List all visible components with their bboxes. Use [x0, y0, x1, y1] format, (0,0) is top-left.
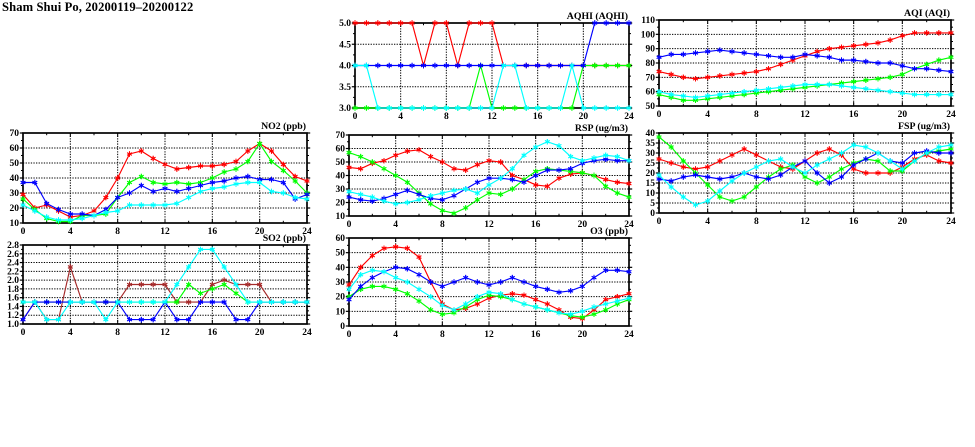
- svg-text:2.8: 2.8: [7, 241, 19, 251]
- svg-text:3.5: 3.5: [339, 83, 351, 93]
- svg-text:50: 50: [646, 102, 656, 112]
- svg-text:1.4: 1.4: [7, 302, 19, 312]
- svg-text:25: 25: [646, 159, 656, 169]
- svg-text:20: 20: [336, 199, 346, 209]
- svg-text:4.0: 4.0: [339, 62, 351, 72]
- svg-text:30: 30: [336, 278, 346, 288]
- svg-text:10: 10: [336, 307, 346, 317]
- svg-text:24: 24: [302, 328, 312, 338]
- svg-text:10: 10: [10, 219, 20, 229]
- svg-text:20: 20: [578, 330, 588, 340]
- svg-text:50: 50: [336, 158, 346, 168]
- svg-text:8: 8: [440, 330, 445, 340]
- svg-text:8: 8: [444, 112, 449, 122]
- svg-text:1.6: 1.6: [7, 294, 19, 304]
- svg-text:5.0: 5.0: [339, 19, 351, 29]
- svg-text:NO2 (ppb): NO2 (ppb): [261, 121, 306, 132]
- svg-text:10: 10: [336, 212, 346, 222]
- svg-text:SO2 (ppb): SO2 (ppb): [263, 233, 306, 244]
- svg-text:30: 30: [336, 185, 346, 195]
- svg-text:16: 16: [849, 217, 859, 227]
- svg-text:12: 12: [800, 110, 810, 120]
- svg-text:24: 24: [946, 110, 956, 120]
- svg-text:5: 5: [650, 199, 655, 209]
- svg-text:10: 10: [646, 189, 656, 199]
- svg-text:40: 40: [336, 172, 346, 182]
- svg-text:1.8: 1.8: [7, 285, 19, 295]
- svg-text:0: 0: [353, 112, 358, 122]
- svg-text:35: 35: [646, 139, 656, 149]
- svg-text:24: 24: [624, 330, 634, 340]
- svg-text:16: 16: [208, 328, 218, 338]
- svg-text:50: 50: [336, 249, 346, 259]
- svg-text:1.0: 1.0: [7, 320, 19, 330]
- svg-text:20: 20: [336, 293, 346, 303]
- svg-text:FSP (ug/m3): FSP (ug/m3): [898, 121, 950, 132]
- svg-text:RSP (ug/m3): RSP (ug/m3): [575, 123, 628, 134]
- svg-text:4: 4: [68, 328, 73, 338]
- svg-text:AQI (AQI): AQI (AQI): [904, 8, 950, 19]
- svg-text:2.2: 2.2: [7, 267, 19, 277]
- svg-text:80: 80: [646, 59, 656, 69]
- svg-text:2.0: 2.0: [7, 276, 19, 286]
- svg-text:16: 16: [849, 110, 859, 120]
- svg-text:110: 110: [641, 16, 655, 26]
- svg-text:0: 0: [657, 110, 662, 120]
- svg-text:40: 40: [10, 174, 20, 184]
- svg-text:70: 70: [646, 73, 656, 83]
- svg-text:3.0: 3.0: [339, 104, 351, 114]
- svg-text:60: 60: [646, 88, 656, 98]
- svg-text:4: 4: [705, 217, 710, 227]
- svg-text:12: 12: [800, 217, 810, 227]
- svg-text:20: 20: [898, 217, 908, 227]
- svg-text:60: 60: [10, 144, 20, 154]
- svg-text:20: 20: [10, 204, 20, 214]
- svg-text:4: 4: [705, 110, 710, 120]
- svg-text:2.4: 2.4: [7, 259, 19, 269]
- svg-text:30: 30: [10, 189, 20, 199]
- svg-text:90: 90: [646, 45, 656, 55]
- svg-text:0: 0: [650, 209, 655, 219]
- svg-text:20: 20: [646, 169, 656, 179]
- svg-text:4: 4: [393, 330, 398, 340]
- svg-text:8: 8: [754, 110, 759, 120]
- svg-text:60: 60: [336, 234, 346, 244]
- svg-text:100: 100: [641, 30, 656, 40]
- svg-text:50: 50: [10, 159, 20, 169]
- svg-text:12: 12: [160, 328, 170, 338]
- svg-text:16: 16: [533, 112, 543, 122]
- svg-text:0: 0: [21, 328, 26, 338]
- svg-text:70: 70: [336, 131, 346, 141]
- svg-text:8: 8: [115, 328, 120, 338]
- svg-text:0: 0: [347, 330, 352, 340]
- svg-text:15: 15: [646, 179, 656, 189]
- svg-text:20: 20: [898, 110, 908, 120]
- svg-text:40: 40: [646, 129, 656, 139]
- svg-text:O3 (ppb): O3 (ppb): [590, 226, 628, 237]
- svg-text:AQHI (AQHI): AQHI (AQHI): [567, 11, 628, 22]
- svg-text:24: 24: [946, 217, 956, 227]
- svg-text:70: 70: [10, 129, 20, 139]
- svg-text:4.5: 4.5: [339, 40, 351, 50]
- svg-text:12: 12: [484, 330, 494, 340]
- svg-text:16: 16: [531, 330, 541, 340]
- svg-text:0: 0: [657, 217, 662, 227]
- svg-text:12: 12: [487, 112, 497, 122]
- svg-text:2.6: 2.6: [7, 250, 19, 260]
- svg-text:20: 20: [255, 328, 265, 338]
- svg-text:40: 40: [336, 263, 346, 273]
- svg-text:30: 30: [646, 149, 656, 159]
- svg-text:20: 20: [579, 112, 589, 122]
- svg-text:8: 8: [754, 217, 759, 227]
- svg-text:0: 0: [340, 322, 345, 332]
- svg-text:1.2: 1.2: [7, 311, 19, 321]
- svg-text:4: 4: [398, 112, 403, 122]
- svg-text:60: 60: [336, 145, 346, 155]
